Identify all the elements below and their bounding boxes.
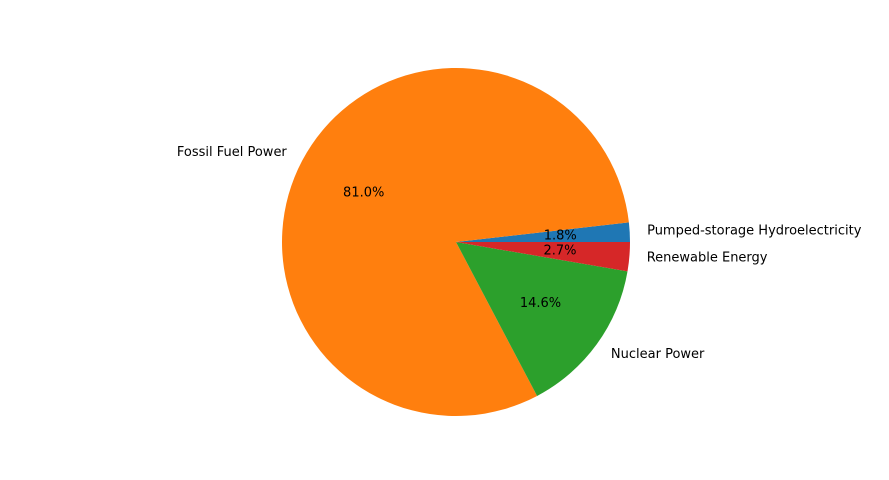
pie-labels: Pumped-storage Hydroelectricity 1.8% Fossi… (177, 145, 862, 362)
slice-percent-renewable-energy: 2.7% (544, 243, 577, 258)
slice-percent-pumped-storage-hydroelectricity: 1.8% (544, 229, 577, 244)
slice-percent-nuclear-power: 14.6% (520, 296, 561, 311)
slice-label-renewable-energy: Renewable Energy (647, 251, 768, 266)
pie-slice-nuclear-power (456, 242, 628, 396)
slice-percent-fossil-fuel-power: 81.0% (343, 186, 384, 201)
slice-label-nuclear-power: Nuclear Power (611, 347, 705, 362)
slice-label-fossil-fuel-power: Fossil Fuel Power (177, 145, 288, 160)
pie-slice-pumped-storage-hydroelectricity (456, 222, 630, 242)
pie-slice-fossil-fuel-power (281, 67, 629, 416)
slice-label-pumped-storage-hydroelectricity: Pumped-storage Hydroelectricity (647, 224, 862, 239)
pie-slice-renewable-energy (456, 242, 630, 272)
pie-slices (281, 67, 630, 416)
